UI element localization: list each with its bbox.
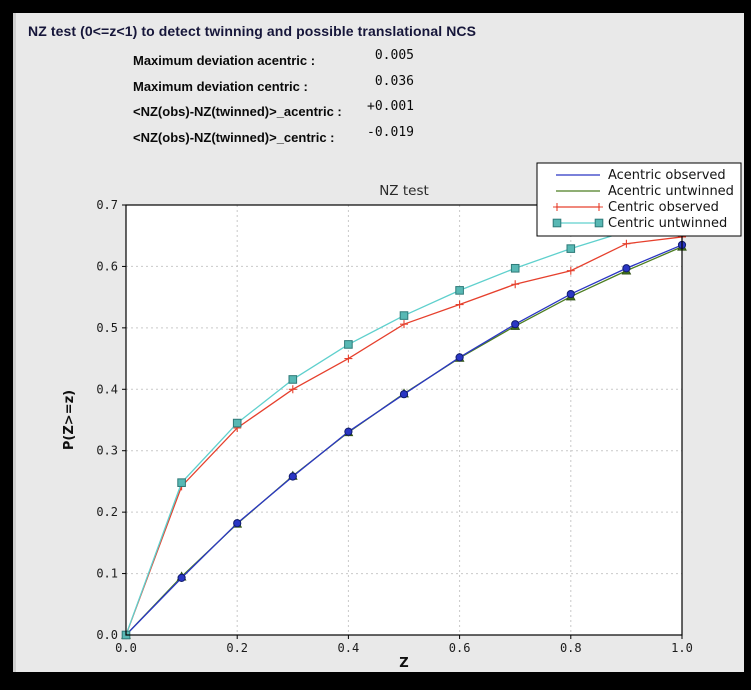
y-tick-label: 0.7 (96, 198, 118, 212)
chart-title: NZ test (379, 183, 429, 199)
acentric-observed-marker (399, 390, 409, 399)
x-tick-label: 0.2 (226, 641, 248, 655)
stat-row-mean-deviation-centric: <NZ(obs)-NZ(twinned)>_centric : -0.019 (133, 125, 414, 151)
x-axis-label: Z (399, 656, 408, 671)
centric-untwinned-marker (344, 340, 353, 349)
centric-untwinned-marker (552, 218, 562, 228)
x-tick-label: 0.0 (115, 641, 137, 655)
stat-value: 0.005 (374, 48, 414, 63)
centric-observed-marker (344, 354, 353, 363)
centric-observed-marker (566, 266, 575, 275)
stat-row-max-deviation-centric: Maximum deviation centric : 0.036 (133, 74, 414, 100)
legend-entry-label: Acentric untwinned (608, 184, 734, 199)
stats-block: Maximum deviation acentric : 0.005 Maxim… (133, 48, 414, 150)
stat-row-mean-deviation-acentric: <NZ(obs)-NZ(twinned)>_acentric : +0.001 (133, 99, 414, 125)
centric-untwinned-marker (455, 286, 464, 295)
legend-entry-label: Centric observed (608, 200, 719, 215)
acentric-observed-marker (566, 289, 575, 299)
acentric-observed-marker (177, 573, 186, 582)
x-tick-label: 0.8 (560, 641, 582, 655)
y-tick-label: 0.4 (96, 382, 118, 396)
centric-observed-marker (595, 203, 603, 211)
legend-entry-centric-untwinned: Centric untwinned (552, 216, 727, 231)
acentric-observed-marker (344, 427, 353, 436)
y-tick-label: 0.1 (96, 567, 118, 581)
legend-entry-label: Centric untwinned (608, 216, 727, 231)
centric-observed-marker (455, 300, 464, 309)
acentric-observed-marker (455, 353, 464, 362)
acentric-observed-marker (233, 519, 242, 528)
centric-observed-marker (622, 239, 631, 248)
centric-untwinned-marker (288, 375, 298, 384)
y-tick-label: 0.0 (96, 628, 118, 642)
centric-observed-marker (288, 385, 297, 394)
legend-entry-centric-observed: Centric observed (553, 200, 719, 215)
y-tick-label: 0.2 (96, 505, 118, 519)
acentric-observed-marker (288, 472, 297, 481)
stat-label: <NZ(obs)-NZ(twinned)>_acentric : (133, 104, 342, 119)
centric-untwinned-marker (594, 218, 604, 228)
legend-entry-label: Acentric observed (608, 168, 726, 183)
legend-entry-acentric-untwinned: Acentric untwinned (556, 184, 734, 199)
plot-frame (125, 204, 683, 636)
left-gutter (13, 13, 16, 672)
plot-area (126, 205, 682, 635)
y-tick-label: 0.5 (96, 321, 118, 335)
centric-untwinned-marker (399, 311, 409, 320)
y-tick-label: 0.3 (96, 444, 118, 458)
acentric-observed-marker (511, 320, 520, 329)
x-tick-label: 0.6 (449, 641, 471, 655)
centric-untwinned-marker (566, 244, 576, 253)
stat-value: 0.036 (374, 73, 414, 89)
x-tick-label: 1.0 (671, 641, 693, 655)
centric-observed-marker (400, 320, 408, 329)
x-tick-label: 0.4 (338, 641, 360, 655)
stat-label: Maximum deviation acentric : (133, 53, 316, 68)
centric-observed-marker (511, 280, 520, 289)
acentric-observed-marker (622, 264, 631, 273)
stat-value: +0.001 (367, 99, 414, 114)
y-axis-label: P(Z>=z) (62, 390, 77, 450)
stat-label: Maximum deviation centric : (133, 78, 308, 94)
stat-row-max-deviation-acentric: Maximum deviation acentric : 0.005 (133, 48, 414, 74)
centric-untwinned-marker (510, 263, 520, 273)
y-tick-label: 0.6 (96, 259, 118, 273)
stat-label: <NZ(obs)-NZ(twinned)>_centric : (133, 129, 335, 145)
page-title: NZ test (0<=z<1) to detect twinning and … (28, 23, 477, 39)
centric-untwinned-marker (232, 418, 242, 428)
legend-entry-acentric-observed: Acentric observed (556, 168, 726, 183)
stat-value: -0.019 (367, 124, 414, 140)
centric-observed-marker (553, 203, 561, 211)
centric-untwinned-marker (177, 478, 186, 487)
